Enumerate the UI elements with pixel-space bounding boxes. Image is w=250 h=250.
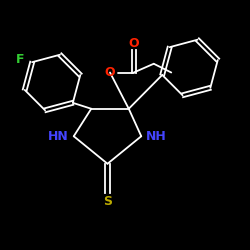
Text: O: O <box>105 66 115 79</box>
Text: HN: HN <box>48 130 69 143</box>
Text: S: S <box>103 195 112 208</box>
Text: O: O <box>128 37 139 50</box>
Text: F: F <box>16 53 25 66</box>
Text: NH: NH <box>146 130 167 143</box>
